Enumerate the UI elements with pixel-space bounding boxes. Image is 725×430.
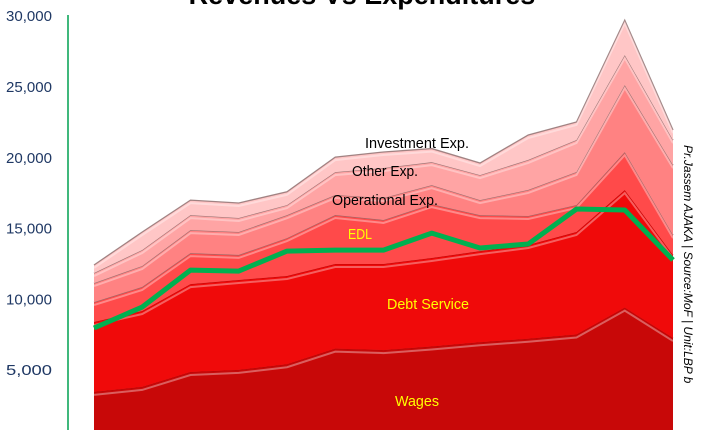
- series-labels: Wages Debt Service EDL Operational Exp. Othe…: [332, 135, 469, 410]
- series-label: Other Exp.: [352, 163, 418, 180]
- area-highlight: [93, 191, 674, 327]
- area-highlight: [93, 56, 674, 277]
- revenue-line: [93, 206, 675, 331]
- series-label: Investment Exp.: [365, 135, 469, 152]
- y-axis-ticks: 5,000 10,000 15,000 20,000 25,000 30,000: [6, 8, 52, 379]
- area-highlight: [93, 20, 674, 269]
- area-edl: [94, 152, 673, 323]
- y-tick-label: 20,000: [6, 150, 52, 167]
- source-credit: Pr.Jassem AJAKA | Source:MoF | Unit:LBP …: [681, 145, 695, 384]
- area-highlight: [93, 309, 674, 396]
- stacked-areas: [93, 18, 674, 430]
- series-label: Wages: [395, 393, 439, 410]
- y-tick-label: 15,000: [6, 221, 52, 238]
- area-debt-service: [94, 190, 673, 392]
- series-label: Operational Exp.: [332, 192, 438, 209]
- area-highlight: [93, 86, 674, 288]
- chart-title: Revenues Vs Expenditures: [189, 0, 536, 10]
- area-edge: [93, 18, 674, 266]
- area-investment-exp: [94, 20, 673, 274]
- series-label: Debt Service: [387, 296, 469, 313]
- revenue-line-group: [93, 206, 675, 331]
- y-tick-label: 5,000: [6, 362, 52, 379]
- area-operational-exp: [94, 85, 673, 303]
- series-label: EDL: [348, 226, 372, 243]
- y-tick-label: 10,000: [6, 291, 52, 308]
- area-other-exp: [94, 55, 673, 284]
- area-wages: [94, 307, 673, 430]
- y-tick-label: 30,000: [6, 8, 52, 25]
- y-tick-label: 25,000: [6, 79, 52, 96]
